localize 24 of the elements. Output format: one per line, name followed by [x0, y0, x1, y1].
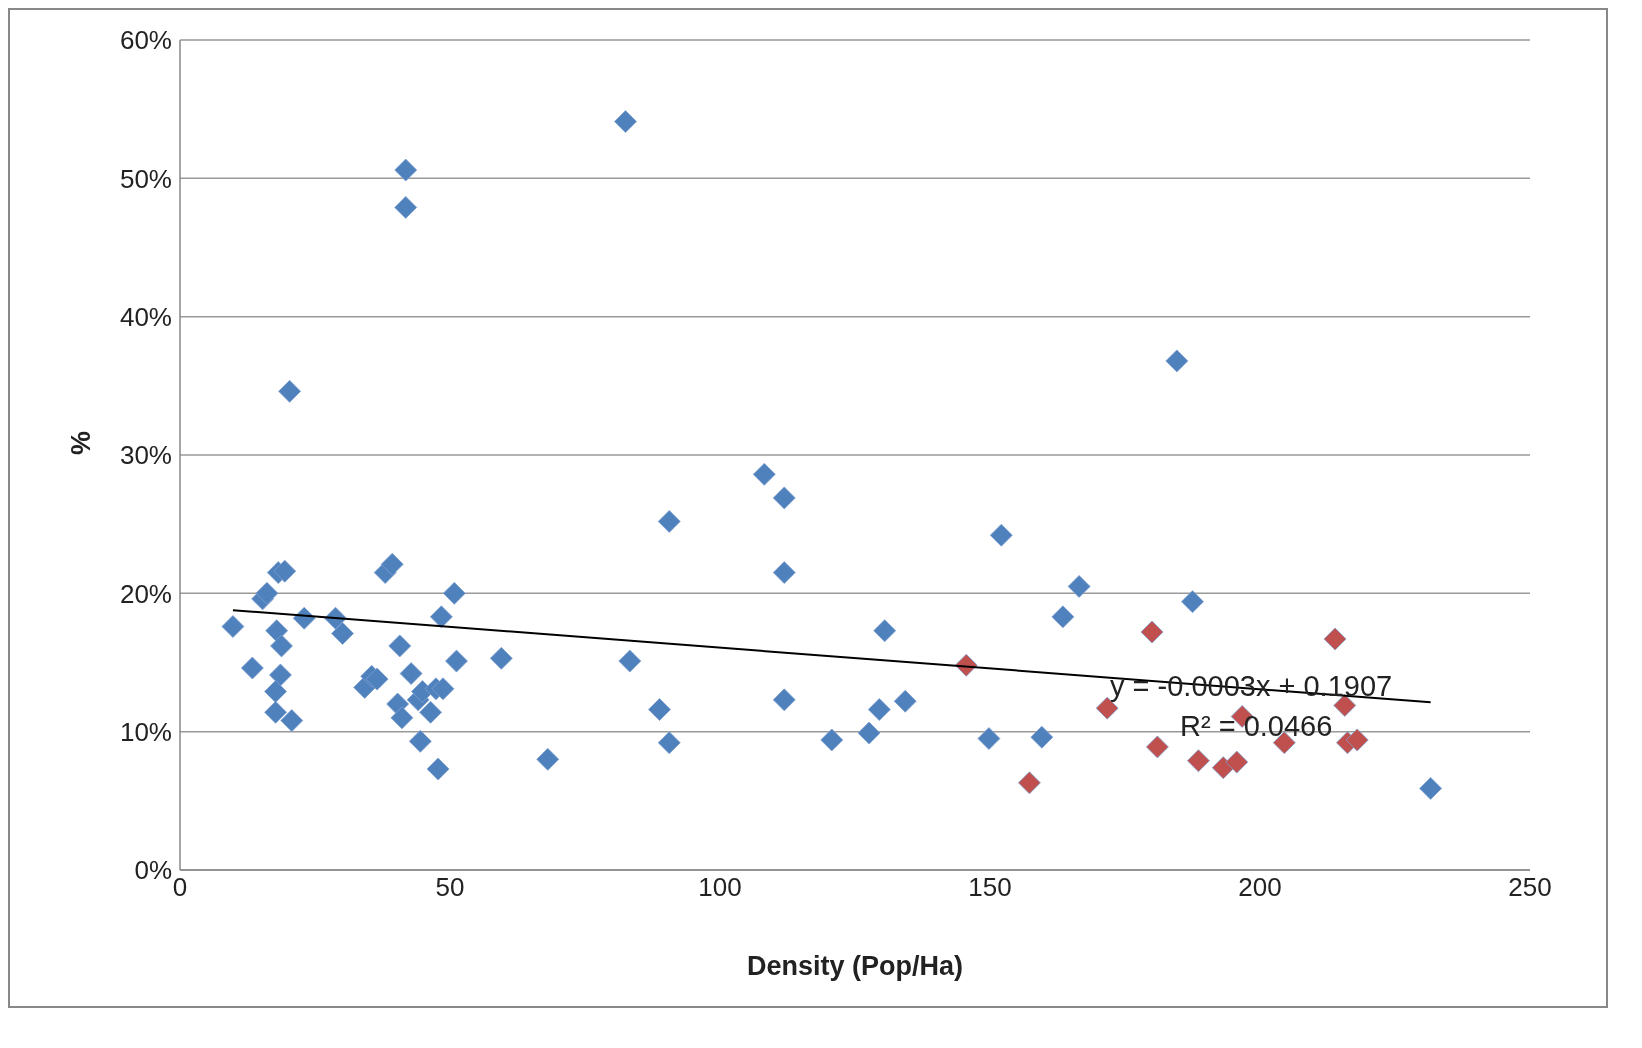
y-tick-label: 10% — [119, 716, 172, 747]
point — [1140, 620, 1164, 644]
y-tick-label: 40% — [119, 301, 172, 332]
point — [1146, 735, 1169, 759]
x-axis-title: Density (Pop/Ha) — [746, 951, 964, 981]
y-tick-label: 0% — [134, 855, 172, 886]
x-tick-label: 150 — [968, 872, 1012, 903]
y-axis-title: % — [65, 430, 96, 455]
point — [1323, 627, 1347, 651]
y-tick-label: 60% — [119, 25, 172, 56]
point — [1345, 728, 1369, 752]
x-tick-label: 0 — [172, 872, 188, 903]
y-tick-label: 20% — [119, 578, 172, 609]
point — [1018, 771, 1041, 795]
y-tick-label: 30% — [119, 440, 172, 471]
x-tick-label: 200 — [1238, 872, 1282, 903]
x-tick-label: 250 — [1508, 872, 1552, 903]
point — [1225, 750, 1249, 774]
y-tick-label: 50% — [119, 163, 172, 194]
x-tick-label: 50 — [435, 872, 465, 903]
annotation: R² = 0.0466 — [1180, 710, 1333, 743]
x-tick-label: 100 — [698, 872, 742, 903]
point — [1187, 749, 1210, 773]
point — [1211, 756, 1235, 780]
